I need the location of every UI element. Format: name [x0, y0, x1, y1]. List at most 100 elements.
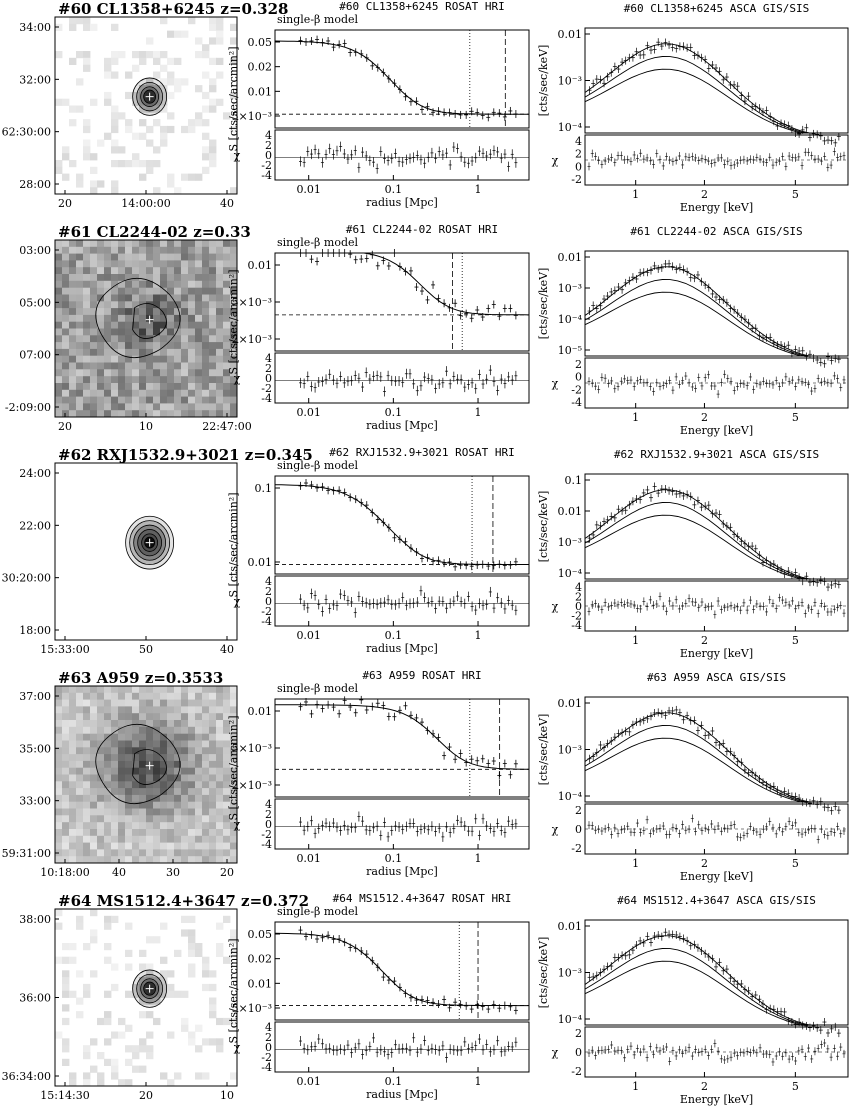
image-pixel: [83, 829, 91, 837]
image-pixel: [202, 396, 210, 404]
image-pixel: [118, 822, 126, 830]
energy-tick-label: 1: [632, 411, 639, 424]
profile-residual-frame: [274, 1021, 530, 1073]
image-pixel: [90, 253, 98, 261]
image-pixel: [111, 294, 119, 302]
image-pixel: [167, 808, 175, 816]
image-pixel: [104, 57, 112, 65]
image-pixel: [118, 410, 126, 418]
image-pixel: [181, 692, 189, 700]
image-pixel: [153, 983, 161, 992]
image-pixel: [209, 699, 217, 707]
profile-frame: [274, 29, 530, 129]
image-pixel: [167, 760, 175, 769]
spectrum-frame: [584, 696, 849, 803]
image-pixel: [230, 274, 238, 282]
image-pixel: [167, 822, 175, 830]
image-pixel: [230, 187, 238, 195]
radius-axis-label: radius [Mpc]: [366, 642, 438, 655]
image-pixel: [69, 835, 77, 843]
image-pixel: [174, 733, 182, 741]
image-pixel: [139, 287, 147, 295]
image-pixel: [209, 720, 217, 728]
image-pixel: [125, 328, 133, 336]
image-pixel: [55, 335, 63, 343]
image-pixel: [223, 829, 231, 837]
image-pixel: [202, 146, 210, 154]
image-pixel: [216, 71, 224, 79]
image-pixel: [223, 246, 231, 254]
image-pixel: [188, 740, 196, 748]
image-pixel: [181, 801, 189, 809]
image-pixel: [97, 260, 105, 268]
energy-tick-label: 5: [792, 411, 799, 424]
image-pixel: [132, 240, 140, 248]
profile-y-tick-label: 0.05: [248, 36, 273, 49]
image-pixel: [216, 692, 224, 700]
image-pixel: [223, 314, 231, 323]
image-pixel: [118, 760, 126, 769]
image-y-tick-label: 03:00: [19, 244, 51, 257]
image-pixel: [195, 342, 203, 350]
image-pixel: [62, 815, 70, 823]
image-pixel: [111, 376, 119, 384]
image-pixel: [195, 119, 203, 127]
image-pixel: [125, 747, 133, 755]
image-pixel: [55, 794, 63, 803]
image-pixel: [188, 692, 196, 700]
spectrum-y-tick-label: 10⁻⁴: [558, 567, 583, 580]
image-x-tick-label: 15:33:00: [40, 643, 89, 656]
image-pixel: [209, 788, 217, 796]
image-pixel: [111, 180, 119, 188]
image-pixel: [139, 173, 147, 181]
image-pixel: [223, 376, 231, 384]
image-pixel: [132, 274, 140, 282]
image-pixel: [230, 57, 238, 65]
image-pixel: [104, 410, 112, 418]
image-pixel: [195, 287, 203, 295]
image-pixel: [83, 686, 91, 694]
image-pixel: [83, 389, 91, 397]
image-pixel: [125, 125, 133, 134]
image-pixel: [62, 287, 70, 295]
image-pixel: [174, 362, 182, 370]
image-pixel: [76, 328, 84, 336]
image-pixel: [167, 713, 175, 721]
image-pixel: [125, 321, 133, 329]
image-pixel: [62, 720, 70, 728]
image-pixel: [139, 774, 147, 782]
image-pixel: [181, 267, 189, 275]
image-pixel: [223, 369, 231, 377]
spectrum-chi-tick-label: 2: [575, 358, 582, 371]
image-pixel: [153, 774, 161, 782]
image-pixel: [55, 699, 63, 707]
image-pixel: [230, 788, 238, 796]
image-pixel: [83, 301, 91, 309]
image-pixel: [125, 396, 133, 404]
image-pixel: [104, 856, 112, 864]
image-pixel: [111, 328, 119, 336]
image-pixel: [118, 1031, 126, 1039]
image-pixel: [216, 856, 224, 864]
image-pixel: [230, 815, 238, 823]
profile-chi-tick-label: 0: [265, 595, 272, 608]
image-pixel: [160, 321, 168, 329]
image-pixel: [160, 355, 168, 363]
image-pixel: [216, 240, 224, 248]
spectrum-y-tick-label: 10⁻⁴: [558, 1013, 583, 1026]
image-pixel: [223, 328, 231, 336]
image-pixel: [174, 253, 182, 261]
image-pixel: [111, 240, 119, 248]
image-pixel: [181, 294, 189, 302]
image-pixel: [139, 314, 147, 323]
image-pixel: [76, 376, 84, 384]
image-pixel: [139, 246, 147, 254]
spectrum-model-line: [584, 725, 848, 803]
image-pixel: [90, 794, 98, 803]
image-pixel: [62, 301, 70, 309]
image-pixel: [202, 774, 210, 782]
image-pixel: [216, 287, 224, 295]
image-pixel: [76, 267, 84, 275]
image-pixel: [104, 348, 112, 357]
image-pixel: [90, 726, 98, 734]
